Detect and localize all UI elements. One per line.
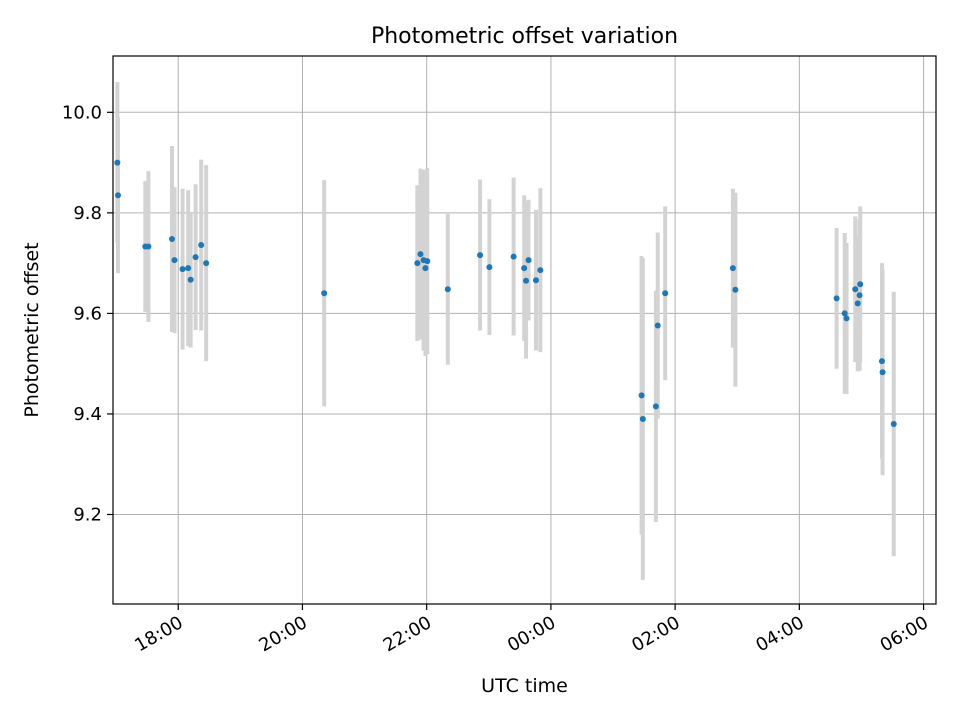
data-point [321, 290, 328, 297]
plot-area-frame [112, 55, 937, 605]
data-point [187, 276, 194, 283]
data-point [854, 300, 861, 307]
data-point [732, 286, 739, 293]
grid-lines [113, 56, 936, 604]
data-point [843, 315, 850, 322]
y-tick-label: 10.0 [62, 102, 102, 123]
y-tick-label: 9.6 [73, 303, 102, 324]
y-axis-label: Photometric offset [21, 242, 43, 417]
data-point [662, 290, 669, 297]
data-point [523, 277, 530, 284]
data-point [169, 236, 176, 243]
data-point [890, 421, 897, 428]
y-tick-label: 9.8 [73, 203, 102, 224]
data-point [185, 265, 192, 272]
y-tick-label: 9.4 [73, 404, 102, 425]
data-point [639, 415, 646, 422]
data-point [521, 265, 528, 272]
data-point [857, 281, 864, 288]
data-point [114, 159, 121, 166]
data-point [477, 252, 484, 259]
data-point [114, 192, 121, 199]
data-point [179, 266, 186, 273]
data-point [192, 254, 199, 261]
data-point [486, 264, 493, 271]
data-point [879, 369, 886, 376]
data-point [417, 251, 424, 258]
data-point [444, 286, 451, 293]
y-tick-label: 9.2 [73, 505, 102, 526]
data-point [510, 253, 517, 260]
data-point [171, 257, 178, 264]
data-point [654, 322, 661, 329]
chart-title: Photometric offset variation [371, 24, 678, 49]
data-point [145, 243, 152, 250]
data-points [114, 159, 897, 428]
data-point [833, 295, 840, 302]
data-point [414, 260, 421, 267]
data-point [422, 265, 429, 272]
data-point [878, 358, 885, 365]
data-point [638, 392, 645, 399]
data-point [525, 257, 532, 264]
data-point [729, 265, 736, 272]
data-point [537, 267, 544, 274]
data-point [424, 258, 431, 265]
x-axis-label: UTC time [481, 675, 568, 697]
data-point [532, 277, 539, 284]
data-point [856, 292, 863, 299]
data-point [652, 403, 659, 410]
data-point [841, 310, 848, 317]
data-point [852, 286, 859, 293]
y-axis-ticks: 9.2 9.4 9.6 9.8 10.0 [62, 102, 113, 526]
data-point [203, 260, 210, 267]
data-point [198, 242, 205, 249]
